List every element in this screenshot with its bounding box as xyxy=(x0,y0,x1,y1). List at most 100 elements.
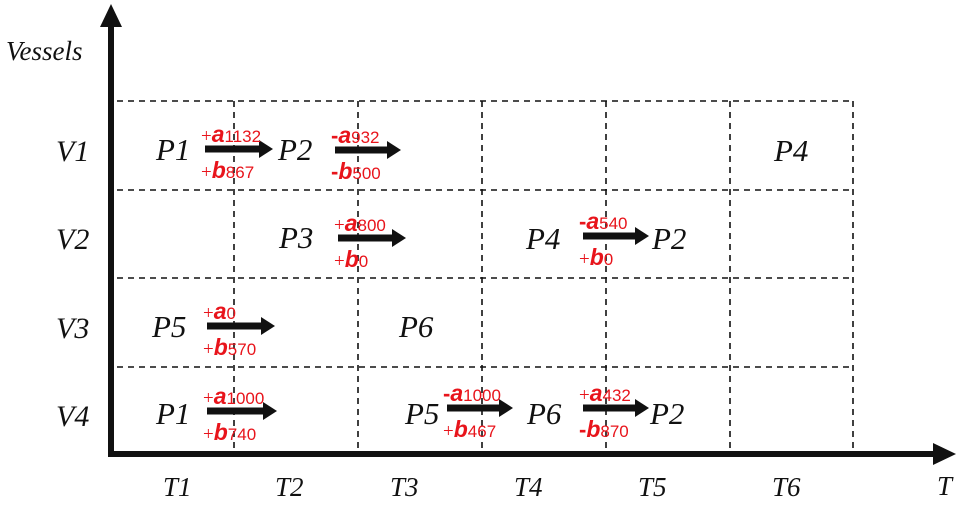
transfer-top-label-variable: a xyxy=(345,210,358,236)
transfer-top-label-value: 800 xyxy=(358,216,386,235)
transfer-top-label: -a540 xyxy=(579,208,628,234)
transfer-top-label-sign: + xyxy=(203,388,214,409)
transfer-top-label: +a0 xyxy=(203,298,236,324)
y-axis-arrowhead xyxy=(100,4,122,27)
transfer-bottom-label-variable: b xyxy=(214,419,228,445)
axes xyxy=(100,4,956,465)
transfer-top-label-sign: + xyxy=(579,385,590,406)
transfer-top-label-variable: a xyxy=(214,298,227,324)
transfer-top-label-variable: a xyxy=(450,380,463,406)
transfer-top-label: +a1000 xyxy=(203,383,264,409)
row-label-v4: V4 xyxy=(56,400,89,433)
transfer-top-label: +a432 xyxy=(579,380,631,406)
row-label-v3: V3 xyxy=(56,312,89,345)
transfer-arrow-shaft xyxy=(447,404,501,412)
transfer-top-label-variable: a xyxy=(590,380,603,406)
transfer-v1-t1: +a1132 +b867 xyxy=(201,121,273,183)
transfer-top-label-sign: - xyxy=(579,209,586,234)
transfer-bottom-label-sign: + xyxy=(443,421,454,442)
transfer-bottom-label: +b570 xyxy=(203,334,256,360)
transfer-arrow-shaft xyxy=(338,234,394,242)
transfer-arrowhead xyxy=(499,399,513,417)
transfer-bottom-label-variable: b xyxy=(586,416,600,442)
transfer-bottom-label: -b870 xyxy=(579,416,629,442)
transfer-top-label-variable: a xyxy=(214,383,227,409)
transfer-arrowhead xyxy=(392,229,406,247)
process-label: P4 xyxy=(773,133,808,168)
process-label: P6 xyxy=(526,396,562,431)
transfer-top-label-value: 1000 xyxy=(463,386,501,405)
process-label: P5 xyxy=(151,309,186,344)
transfer-bottom-label-value: 500 xyxy=(352,164,380,183)
col-label-t2: T2 xyxy=(275,472,304,502)
transfer-top-label-sign: + xyxy=(334,215,345,236)
transfer-v1-t2: -a932 -b500 xyxy=(331,122,401,184)
transfer-bottom-label-value: 870 xyxy=(600,422,628,441)
transfer-top-label: +a800 xyxy=(334,210,386,236)
process-label: P1 xyxy=(155,132,190,167)
transfer-bottom-label-sign: + xyxy=(201,162,212,183)
transfer-top-label-sign: + xyxy=(201,126,212,147)
process-label: P1 xyxy=(155,396,190,431)
transfer-arrow-shaft xyxy=(207,407,265,415)
col-label-t3: T3 xyxy=(390,472,419,502)
transfer-bottom-label-sign: + xyxy=(203,424,214,445)
transfer-v2-t4: -a540 +b0 xyxy=(579,208,649,270)
transfer-bottom-label-variable: b xyxy=(454,416,468,442)
transfer-bottom-label-value: 570 xyxy=(228,340,256,359)
transfer-v4-t3: -a1000 +b467 xyxy=(443,380,513,442)
process-label: P4 xyxy=(525,221,560,256)
transfer-arrowhead xyxy=(259,140,273,158)
transfer-arrow-shaft xyxy=(207,322,263,330)
process-label: P3 xyxy=(278,220,313,255)
transfer-bottom-label-variable: b xyxy=(338,158,352,184)
transfer-top-label-variable: a xyxy=(212,121,225,147)
transfer-bottom-label: +b467 xyxy=(443,416,496,442)
transfer-v2-t2: +a800 +b0 xyxy=(334,210,406,272)
process-label: P6 xyxy=(398,309,434,344)
transfer-v3-t1: +a0+b570 xyxy=(203,298,275,360)
col-label-t6: T6 xyxy=(772,472,801,502)
transfer-top-label: -a932 xyxy=(331,122,380,148)
transfer-bottom-label-value: 0 xyxy=(604,250,613,269)
process-label: P2 xyxy=(651,221,686,256)
col-label-t5: T5 xyxy=(638,472,667,502)
transfer-top-label-sign: - xyxy=(443,381,450,406)
transfer-bottom-label-sign: - xyxy=(579,417,586,442)
process-label: P2 xyxy=(649,396,684,431)
transfer-bottom-label: +b0 xyxy=(334,246,368,272)
grid xyxy=(117,100,854,454)
transfer-bottom-label-sign: + xyxy=(334,251,345,272)
transfer-arrowhead xyxy=(261,317,275,335)
transfer-top-label-value: 540 xyxy=(599,214,627,233)
transfer-bottom-label: +b0 xyxy=(579,244,613,270)
row-label-v2: V2 xyxy=(56,223,89,256)
transfer-bottom-label-variable: b xyxy=(212,157,226,183)
process-label: P2 xyxy=(277,132,312,167)
transfer-arrow-shaft xyxy=(583,404,637,412)
transfer-top-label-value: 1132 xyxy=(225,127,262,146)
transfer-arrow-shaft xyxy=(205,145,261,153)
transfer-bottom-label-variable: b xyxy=(590,244,604,270)
transfer-bottom-label: +b740 xyxy=(203,419,256,445)
transfer-bottom-label-value: 0 xyxy=(359,252,368,271)
transfer-bottom-label-sign: + xyxy=(203,339,214,360)
row-label-v1: V1 xyxy=(56,135,89,168)
process-label: P5 xyxy=(404,396,439,431)
transfer-bottom-label-variable: b xyxy=(214,334,228,360)
transfer-bottom-label-value: 867 xyxy=(226,163,254,182)
transfer-top-label-variable: a xyxy=(338,122,351,148)
transfer-top-label-sign: + xyxy=(203,303,214,324)
transfer-top-label-value: 432 xyxy=(603,386,631,405)
transfer-arrowhead xyxy=(635,399,649,417)
transfer-v4-t4: +a432-b870 xyxy=(579,380,649,442)
col-label-t4: T4 xyxy=(514,472,543,502)
transfer-top-label-value: 932 xyxy=(351,128,379,147)
transfer-top-label-value: 0 xyxy=(227,304,236,323)
transfer-top-label-variable: a xyxy=(586,208,599,234)
y-axis-title: Vessels xyxy=(6,36,83,66)
transfer-arrowhead xyxy=(635,227,649,245)
x-axis-arrowhead xyxy=(933,443,956,465)
transfer-bottom-label: +b867 xyxy=(201,157,254,183)
transfer-bottom-label: -b500 xyxy=(331,158,381,184)
